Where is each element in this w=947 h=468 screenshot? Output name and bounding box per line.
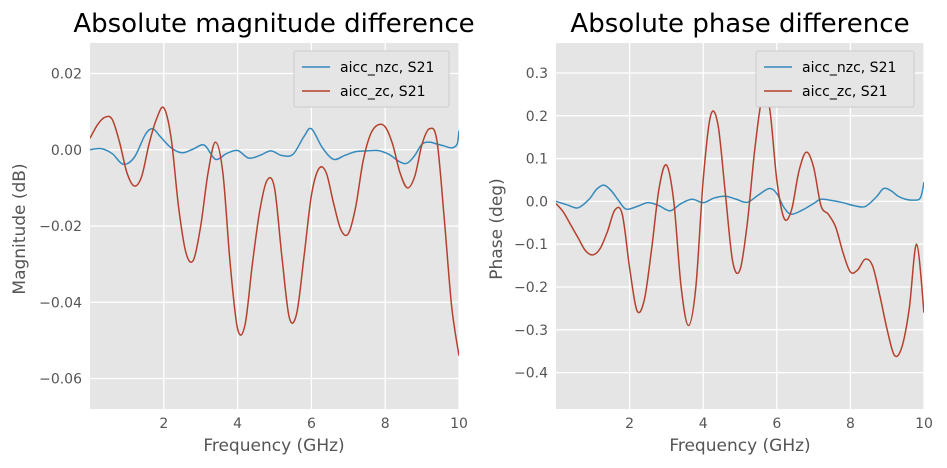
phase-y-tick-label: 0.2	[526, 109, 548, 125]
magnitude-legend-box	[293, 50, 450, 108]
magnitude-x-tick-label: 8	[381, 416, 390, 432]
phase-y-tick-label: 0.0	[526, 194, 548, 210]
phase-y-axis-label: Phase (deg)	[487, 178, 507, 279]
phase-y-tick-label: −0.3	[514, 323, 548, 339]
phase-series-line-aicc-nzc	[556, 181, 924, 215]
magnitude-y-tick-label: −0.06	[39, 372, 82, 388]
phase-legend-entry: aicc_zc, S21	[802, 84, 888, 100]
phase-legend-entry: aicc_nzc, S21	[802, 60, 896, 76]
phase-x-axis-label: Frequency (GHz)	[669, 436, 810, 456]
magnitude-x-axis-label: Frequency (GHz)	[203, 436, 344, 456]
magnitude-y-tick-label: −0.02	[39, 219, 82, 235]
phase-x-tick-label: 4	[699, 416, 708, 432]
magnitude-x-tick-label: 10	[450, 416, 468, 432]
phase-x-tick-label: 8	[846, 416, 855, 432]
magnitude-series-line-aicc-nzc	[90, 127, 459, 166]
phase-x-tick-label: 10	[915, 416, 933, 432]
phase-panel: Absolute phase difference Frequency (GHz…	[487, 9, 933, 456]
magnitude-chart-title: Absolute magnitude difference	[73, 9, 474, 39]
phase-y-tick-label: −0.2	[514, 280, 548, 296]
magnitude-y-tick-label: 0.00	[51, 143, 82, 159]
phase-chart-title: Absolute phase difference	[570, 9, 909, 39]
phase-x-tick-label: 6	[772, 416, 781, 432]
phase-legend: aicc_nzc, S21 aicc_zc, S21	[755, 50, 915, 108]
phase-y-tick-label: −0.4	[514, 366, 548, 382]
phase-y-tick-label: 0.3	[526, 66, 548, 82]
phase-x-tick-label: 2	[625, 416, 634, 432]
magnitude-legend-entry: aicc_zc, S21	[340, 84, 426, 100]
magnitude-y-tick-label: −0.04	[39, 295, 82, 311]
phase-legend-box	[755, 50, 915, 108]
magnitude-series-line-aicc-zc	[90, 106, 459, 356]
magnitude-y-tick-label: 0.02	[51, 67, 82, 83]
phase-series-line-aicc-zc	[556, 93, 924, 358]
magnitude-y-axis-label: Magnitude (dB)	[10, 163, 30, 294]
magnitude-x-tick-label: 2	[159, 416, 168, 432]
phase-y-tick-label: −0.1	[514, 237, 548, 253]
phase-y-tick-label: 0.1	[526, 152, 548, 168]
magnitude-x-tick-label: 6	[307, 416, 316, 432]
magnitude-legend-entry: aicc_nzc, S21	[340, 60, 434, 76]
magnitude-panel: Absolute magnitude difference Frequency …	[10, 9, 475, 456]
magnitude-x-tick-label: 4	[233, 416, 242, 432]
magnitude-legend: aicc_nzc, S21 aicc_zc, S21	[293, 50, 450, 108]
